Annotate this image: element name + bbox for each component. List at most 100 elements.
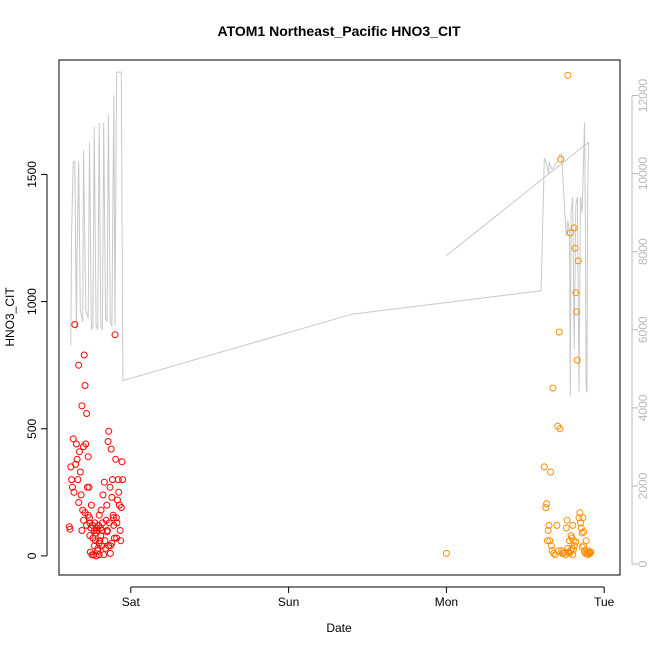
data-point-s2-60 bbox=[570, 542, 578, 550]
data-point-s1-22 bbox=[82, 440, 90, 448]
data-point-s1-71 bbox=[112, 514, 120, 522]
data-point-s1-12 bbox=[74, 476, 82, 484]
data-point-s1-94 bbox=[106, 549, 114, 557]
plot-border bbox=[58, 59, 621, 576]
data-point-s1-82 bbox=[80, 516, 87, 524]
data-point-s2-12 bbox=[549, 384, 557, 392]
data-point-s2-26 bbox=[562, 524, 570, 532]
data-point-s1-23 bbox=[83, 410, 91, 417]
data-point-s1-56 bbox=[103, 501, 111, 509]
data-point-s1-98 bbox=[91, 542, 98, 550]
data-point-s2-38 bbox=[572, 289, 580, 297]
y2-tick-label-2: 2000 bbox=[636, 472, 650, 499]
data-point-s1-96 bbox=[109, 514, 117, 522]
data-point-s2-27 bbox=[563, 516, 571, 524]
data-point-s2-36 bbox=[570, 224, 578, 232]
data-point-s1-69 bbox=[111, 331, 119, 339]
secondary-series-line bbox=[70, 71, 589, 397]
data-point-s2-1 bbox=[442, 549, 450, 557]
data-point-s1-85 bbox=[84, 511, 92, 519]
data-point-s2-15 bbox=[553, 521, 561, 529]
data-point-s2-5 bbox=[543, 537, 551, 545]
x-tick-label-1: Sat bbox=[122, 595, 141, 609]
data-point-s1-6 bbox=[69, 435, 77, 443]
data-point-s1-95 bbox=[108, 539, 116, 547]
y-tick-label-2: 500 bbox=[25, 418, 39, 438]
y2-tick-label-1: 0 bbox=[636, 560, 650, 567]
y-tick-label-3: 1000 bbox=[25, 288, 39, 315]
axes-layer: Sat Sun Mon Tue 0 500 1000 1500 0 2000 4000 6000 800… bbox=[25, 78, 650, 609]
y2-tick-label-6: 10000 bbox=[636, 157, 650, 191]
data-point-s2-62 bbox=[564, 544, 572, 552]
data-point-s2-10 bbox=[547, 542, 555, 550]
data-point-s2-31 bbox=[566, 229, 574, 237]
data-point-s1-86 bbox=[86, 519, 94, 527]
data-point-s1-9 bbox=[72, 460, 80, 468]
chart-title: ATOM1 Northeast_Pacific HNO3_CIT bbox=[218, 23, 461, 39]
data-point-s2-7 bbox=[545, 521, 553, 529]
data-point-s1-15 bbox=[76, 468, 84, 476]
x-axis-label: Date bbox=[326, 621, 352, 635]
data-point-s1-70 bbox=[112, 455, 120, 463]
data-points-layer bbox=[65, 71, 595, 560]
data-point-s1-8 bbox=[71, 321, 79, 328]
data-point-s2-45 bbox=[577, 524, 585, 532]
data-point-s2-51 bbox=[582, 537, 590, 545]
data-point-s2-42 bbox=[575, 514, 583, 522]
data-point-s2-37 bbox=[571, 244, 579, 252]
data-point-s2-3 bbox=[542, 504, 550, 512]
data-point-s1-50 bbox=[99, 491, 107, 499]
plot-frame bbox=[58, 59, 621, 576]
data-point-s1-97 bbox=[95, 511, 103, 519]
data-point-s2-47 bbox=[579, 514, 587, 522]
x-tick-label-4: Tue bbox=[594, 595, 615, 609]
y-axis-label: HNO3_CIT bbox=[3, 287, 17, 347]
data-point-s1-14 bbox=[76, 448, 83, 456]
data-point-s2-64 bbox=[568, 534, 576, 542]
data-point-s2-34 bbox=[569, 521, 577, 529]
y-tick-label-4: 1500 bbox=[25, 161, 39, 188]
data-point-s1-101 bbox=[113, 534, 121, 542]
data-point-s1-4 bbox=[68, 476, 76, 484]
secondary-line-layer bbox=[70, 71, 589, 397]
data-point-s1-88 bbox=[94, 547, 102, 555]
data-point-s1-53 bbox=[101, 537, 109, 545]
data-point-s2-14 bbox=[551, 551, 559, 559]
data-point-s1-25 bbox=[84, 453, 92, 461]
data-point-s2-68 bbox=[584, 547, 592, 555]
data-point-s2-66 bbox=[578, 543, 586, 551]
data-point-s1-72 bbox=[113, 519, 121, 527]
y2-tick-label-3: 4000 bbox=[636, 394, 650, 421]
data-point-s1-5 bbox=[68, 483, 76, 491]
data-point-s1-2 bbox=[66, 525, 74, 533]
data-point-s1-17 bbox=[78, 402, 86, 410]
y2-tick-label-7: 12000 bbox=[636, 78, 650, 112]
y-tick-label-1: 0 bbox=[25, 552, 39, 559]
x-tick-label-3: Mon bbox=[435, 595, 458, 609]
data-point-s1-31 bbox=[87, 501, 95, 509]
data-point-s1-52 bbox=[100, 478, 108, 486]
data-point-s1-99 bbox=[75, 499, 83, 506]
y2-tick-label-4: 6000 bbox=[636, 316, 650, 343]
data-point-s1-51 bbox=[100, 551, 108, 559]
data-point-s1-77 bbox=[116, 527, 124, 534]
data-point-s2-2 bbox=[540, 463, 548, 471]
data-point-s2-9 bbox=[547, 468, 555, 476]
data-point-s1-74 bbox=[114, 476, 122, 484]
data-point-s1-26 bbox=[85, 483, 93, 491]
data-point-s1-91 bbox=[98, 519, 106, 527]
data-point-s2-20 bbox=[557, 155, 565, 163]
data-point-s1-90 bbox=[97, 532, 105, 540]
data-point-s2-67 bbox=[580, 528, 588, 536]
data-point-s2-46 bbox=[578, 529, 586, 537]
data-point-s1-58 bbox=[104, 438, 112, 445]
data-point-s1-13 bbox=[75, 361, 83, 369]
data-point-s2-19 bbox=[556, 425, 564, 433]
data-point-s1-44 bbox=[95, 551, 103, 559]
data-point-s2-59 bbox=[569, 551, 577, 559]
data-point-s1-7 bbox=[70, 488, 78, 496]
y2-tick-label-5: 8000 bbox=[636, 238, 650, 265]
data-point-s1-81 bbox=[119, 476, 127, 484]
data-point-s2-6 bbox=[544, 527, 552, 534]
data-point-s1-92 bbox=[103, 528, 111, 536]
